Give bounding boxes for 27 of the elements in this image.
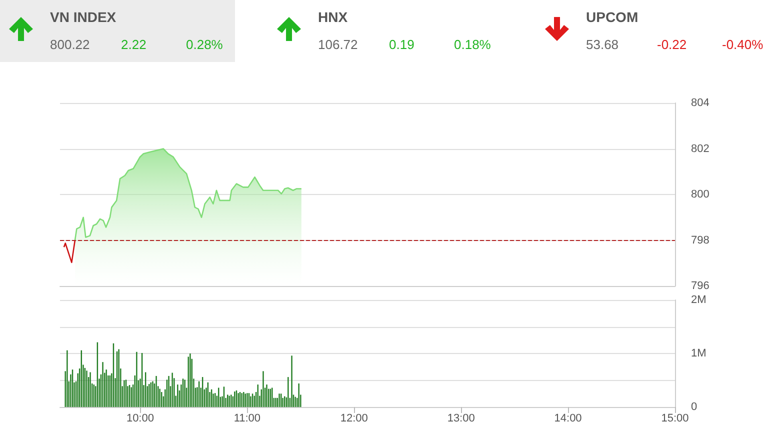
category-label: HNX — [318, 9, 348, 25]
x-tick-label: 12:00 — [340, 412, 368, 424]
x-tick-label: 13:00 — [447, 412, 475, 424]
y-tick-label: 802 — [691, 142, 710, 155]
text: -0.40% — [722, 37, 764, 52]
text: 53.68 — [586, 37, 619, 52]
x-tick-label: 15:00 — [661, 412, 689, 424]
x-tick-label: 14:00 — [554, 412, 582, 424]
text: 106.72 — [318, 37, 358, 52]
y-tick-label: 796 — [691, 280, 710, 292]
y-tick-label: 800 — [691, 188, 710, 200]
y-tick-label: 2M — [691, 294, 706, 306]
y-tick-label: 804 — [691, 97, 710, 109]
line-series — [63, 240, 76, 264]
y-tick-label: 0 — [691, 401, 698, 413]
category-label: VN INDEX — [50, 9, 116, 25]
text: 0.28% — [186, 37, 223, 52]
y-tick-label: 798 — [691, 234, 710, 246]
text: 0.18% — [454, 37, 491, 52]
data-label: 2.22 — [121, 37, 146, 52]
category-label: UPCOM — [586, 9, 638, 25]
data-label: -0.22 — [657, 37, 687, 52]
x-tick-label: 11:00 — [234, 412, 261, 424]
text: 800.22 — [50, 37, 90, 52]
data-label: 0.19 — [389, 37, 414, 52]
x-tick-label: 10:00 — [126, 412, 154, 424]
y-tick-label: 1M — [691, 348, 706, 360]
